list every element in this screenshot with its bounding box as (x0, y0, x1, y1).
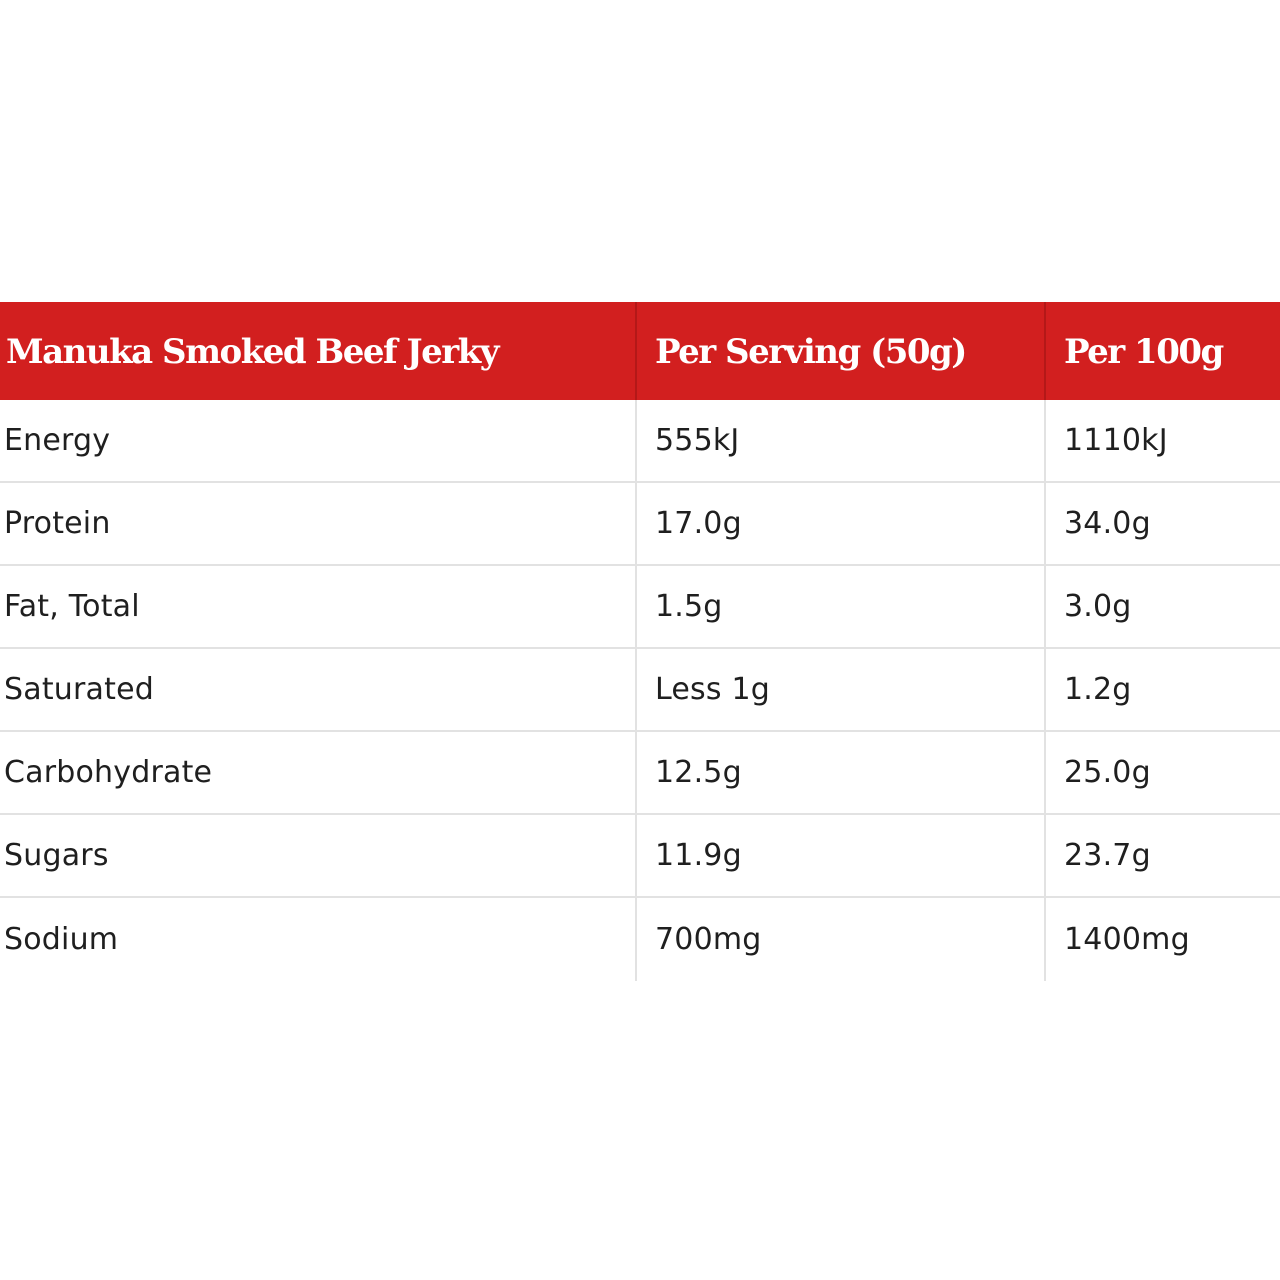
table-row: Saturated Less 1g 1.2g (0, 649, 1280, 732)
nutrient-label: Protein (4, 506, 111, 541)
table-row: Energy 555kJ 1110kJ (0, 400, 1280, 483)
table-row: Sugars 11.9g 23.7g (0, 815, 1280, 898)
nutrient-label: Carbohydrate (4, 755, 213, 790)
per-100g-value: 23.7g (1044, 815, 1280, 896)
per-serving-value: 12.5g (635, 732, 1044, 813)
per-100g-value: 34.0g (1044, 483, 1280, 564)
per-100g-value: 1110kJ (1044, 400, 1280, 481)
nutrient-label: Sodium (4, 922, 119, 957)
per-100g-value: 3.0g (1044, 566, 1280, 647)
header-per-100g: Per 100g (1044, 302, 1280, 400)
table-row: Protein 17.0g 34.0g (0, 483, 1280, 566)
table-row: Fat, Total 1.5g 3.0g (0, 566, 1280, 649)
per-serving-value: 1.5g (635, 566, 1044, 647)
per-serving-value: 700mg (635, 898, 1044, 981)
per-serving-value: Less 1g (635, 649, 1044, 730)
nutrition-table: Manuka Smoked Beef Jerky Per Serving (50… (0, 302, 1280, 981)
header-per-serving: Per Serving (50g) (635, 302, 1044, 400)
nutrient-label: Fat, Total (4, 589, 140, 624)
per-100g-value: 1.2g (1044, 649, 1280, 730)
table-row: Carbohydrate 12.5g 25.0g (0, 732, 1280, 815)
per-serving-value: 555kJ (635, 400, 1044, 481)
nutrient-label: Sugars (4, 838, 109, 873)
per-100g-value: 25.0g (1044, 732, 1280, 813)
per-100g-value: 1400mg (1044, 898, 1280, 981)
header-product-name: Manuka Smoked Beef Jerky (6, 332, 499, 372)
nutrient-label: Saturated (4, 672, 154, 707)
table-header-row: Manuka Smoked Beef Jerky Per Serving (50… (0, 302, 1280, 400)
per-serving-value: 11.9g (635, 815, 1044, 896)
table-row: Sodium 700mg 1400mg (0, 898, 1280, 981)
nutrient-label: Energy (4, 423, 111, 458)
per-serving-value: 17.0g (635, 483, 1044, 564)
